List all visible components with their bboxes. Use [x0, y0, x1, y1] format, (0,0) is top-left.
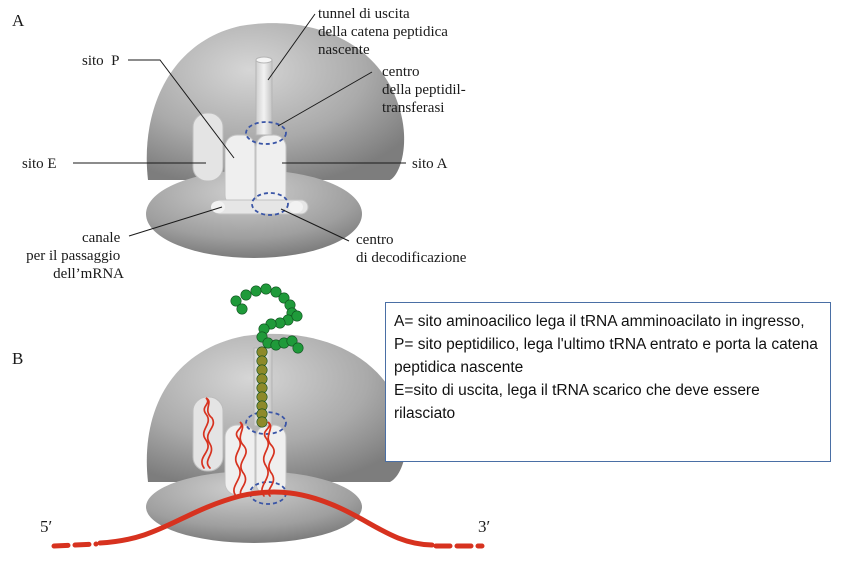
amino-acid-bead: [270, 286, 282, 298]
channel-right-a: [289, 201, 303, 213]
tunnel-label-line: tunnel di uscita: [318, 6, 410, 22]
panel-a: A tunnel di uscita: [12, 6, 469, 282]
canale-label-line: dell’mRNA: [53, 266, 124, 282]
ptc-circle-a: [245, 121, 287, 145]
amino-acid-bead: [256, 416, 268, 428]
tunnel-label-line: della catena peptidica: [318, 24, 448, 40]
amino-acid-bead: [292, 342, 304, 354]
mrna-strand: [97, 489, 435, 548]
decoding-circle-a: [251, 192, 289, 216]
mrna-dashes: [51, 541, 99, 549]
amino-acid-bead: [250, 285, 262, 297]
legend-line-p: P= sito peptidilico, lega l'ultimo tRNA …: [394, 336, 818, 376]
five-prime-label: 5′: [40, 517, 52, 536]
canale-label-line: canale: [82, 230, 121, 246]
site-p-slot-a: [224, 134, 256, 208]
ptc-circle-b: [245, 411, 287, 435]
panel-b: B 5′ 3′: [12, 283, 490, 549]
amino-acid-bead: [291, 310, 303, 322]
trna-group: [201, 397, 275, 497]
canale-label: canale per il passaggio dell’mRNA: [26, 230, 124, 282]
decod-label-line: di decodificazione: [356, 250, 467, 266]
sito-a-label: sito A: [412, 156, 448, 172]
ptc-label: centro della peptidil- transferasi: [382, 64, 469, 116]
amino-acid-bead: [240, 289, 252, 301]
amino-acid-bead: [286, 335, 298, 347]
amino-acid-bead: [260, 283, 272, 295]
ribosome-a: [146, 23, 405, 258]
exit-tunnel-a: [255, 59, 273, 136]
ribosome-b: [146, 333, 407, 543]
decod-label-line: centro: [356, 232, 393, 248]
mrna: [51, 489, 485, 549]
tunnel-label: tunnel di uscita della catena peptidica …: [318, 6, 452, 58]
ptc-label-line: della peptidil-: [382, 82, 466, 98]
sito-e-label: sito E: [22, 156, 57, 172]
nascent-peptide: [230, 283, 304, 428]
trna-e-site: [201, 397, 215, 469]
ptc-label-line: centro: [382, 64, 419, 80]
site-e-slot-a: [192, 112, 224, 182]
sito-p-label: sito P: [82, 53, 120, 69]
small-subunit-b: [146, 471, 362, 543]
three-prime-label: 3′: [478, 517, 490, 536]
amino-acid-bead: [278, 292, 290, 304]
legend-line-a: A= sito aminoacilico lega il tRNA ammino…: [394, 313, 805, 330]
ptc-label-line: transferasi: [382, 100, 444, 116]
trna-p-site: [233, 421, 247, 497]
legend-line-e: E=sito di uscita, lega il tRNA scarico c…: [394, 382, 760, 422]
panel-a-letter: A: [12, 11, 25, 30]
trna-a-site: [261, 421, 275, 497]
canale-label-line: per il passaggio: [26, 248, 120, 264]
tunnel-label-line: nascente: [318, 42, 370, 58]
tunnel-top-a: [255, 56, 273, 64]
amino-acid-bead: [236, 303, 248, 315]
leader-lines-a: [73, 13, 406, 242]
legend-box: A= sito aminoacilico lega il tRNA ammino…: [385, 302, 831, 462]
panel-b-letter: B: [12, 349, 23, 368]
amino-acid-bead: [230, 295, 242, 307]
decod-label: centro di decodificazione: [356, 232, 467, 266]
channel-left-a: [211, 201, 225, 213]
